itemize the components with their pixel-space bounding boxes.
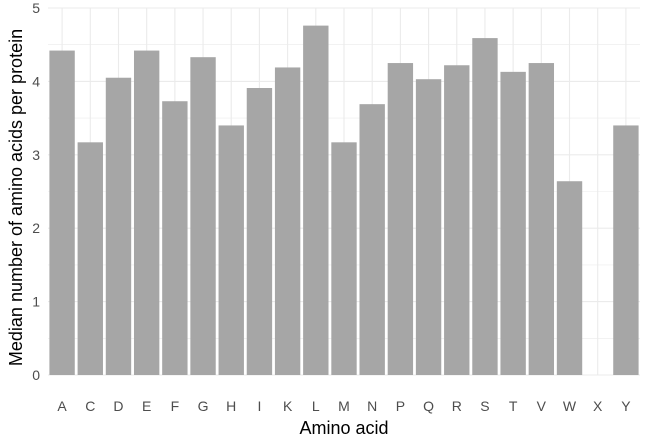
x-tick-label: V	[537, 398, 547, 414]
bar-Y	[613, 125, 639, 375]
x-tick-label: E	[142, 398, 151, 414]
bar-Q	[415, 79, 442, 375]
bar-W	[556, 181, 583, 375]
x-tick-label: W	[563, 398, 577, 414]
y-tick-label: 1	[32, 294, 40, 310]
bar-V	[528, 63, 555, 376]
bar-P	[387, 63, 414, 376]
x-tick-label: A	[57, 398, 67, 414]
y-tick-label: 2	[32, 220, 40, 236]
bars	[49, 25, 639, 376]
x-tick-label: M	[338, 398, 350, 414]
x-tick-label: C	[85, 398, 95, 414]
x-tick-label: Y	[621, 398, 631, 414]
x-tick-label: T	[509, 398, 518, 414]
bar-R	[444, 65, 470, 375]
x-tick-label: R	[452, 398, 462, 414]
bar-E	[133, 50, 160, 376]
x-tick-label: D	[113, 398, 123, 414]
y-tick-label: 5	[32, 0, 40, 16]
x-tick-label: L	[312, 398, 320, 414]
y-tick-label: 4	[32, 73, 40, 89]
x-tick-label: S	[480, 398, 489, 414]
bar-T	[500, 71, 526, 375]
bar-C	[77, 142, 103, 375]
x-tick-label: Q	[423, 398, 434, 414]
x-tick-label: F	[171, 398, 180, 414]
y-tick-label: 3	[32, 147, 40, 163]
bar-G	[190, 57, 216, 375]
bar-S	[472, 38, 498, 376]
y-axis-ticks: 0 1 2 3 4 5	[32, 0, 40, 383]
bar-H	[218, 125, 244, 375]
x-axis-title: Amino acid	[299, 418, 388, 438]
x-tick-label: H	[226, 398, 236, 414]
x-tick-label: N	[367, 398, 377, 414]
y-axis-title: Median number of amino acids per protein	[6, 29, 26, 366]
bar-M	[331, 142, 357, 375]
x-tick-label: K	[283, 398, 293, 414]
bar-L	[303, 25, 329, 376]
y-tick-label: 0	[32, 367, 40, 383]
bar-K	[274, 67, 301, 375]
bar-A	[49, 50, 75, 376]
bar-F	[162, 101, 188, 375]
bar-I	[246, 88, 273, 376]
x-tick-label: P	[396, 398, 405, 414]
bar-D	[105, 77, 132, 375]
x-tick-label: I	[257, 398, 261, 414]
x-tick-label: G	[198, 398, 209, 414]
bar-N	[359, 104, 385, 376]
x-tick-label: X	[593, 398, 603, 414]
